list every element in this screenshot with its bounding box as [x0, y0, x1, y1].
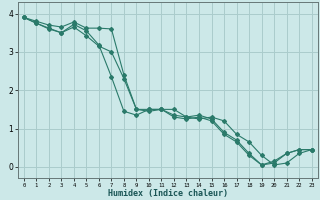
- X-axis label: Humidex (Indice chaleur): Humidex (Indice chaleur): [108, 189, 228, 198]
